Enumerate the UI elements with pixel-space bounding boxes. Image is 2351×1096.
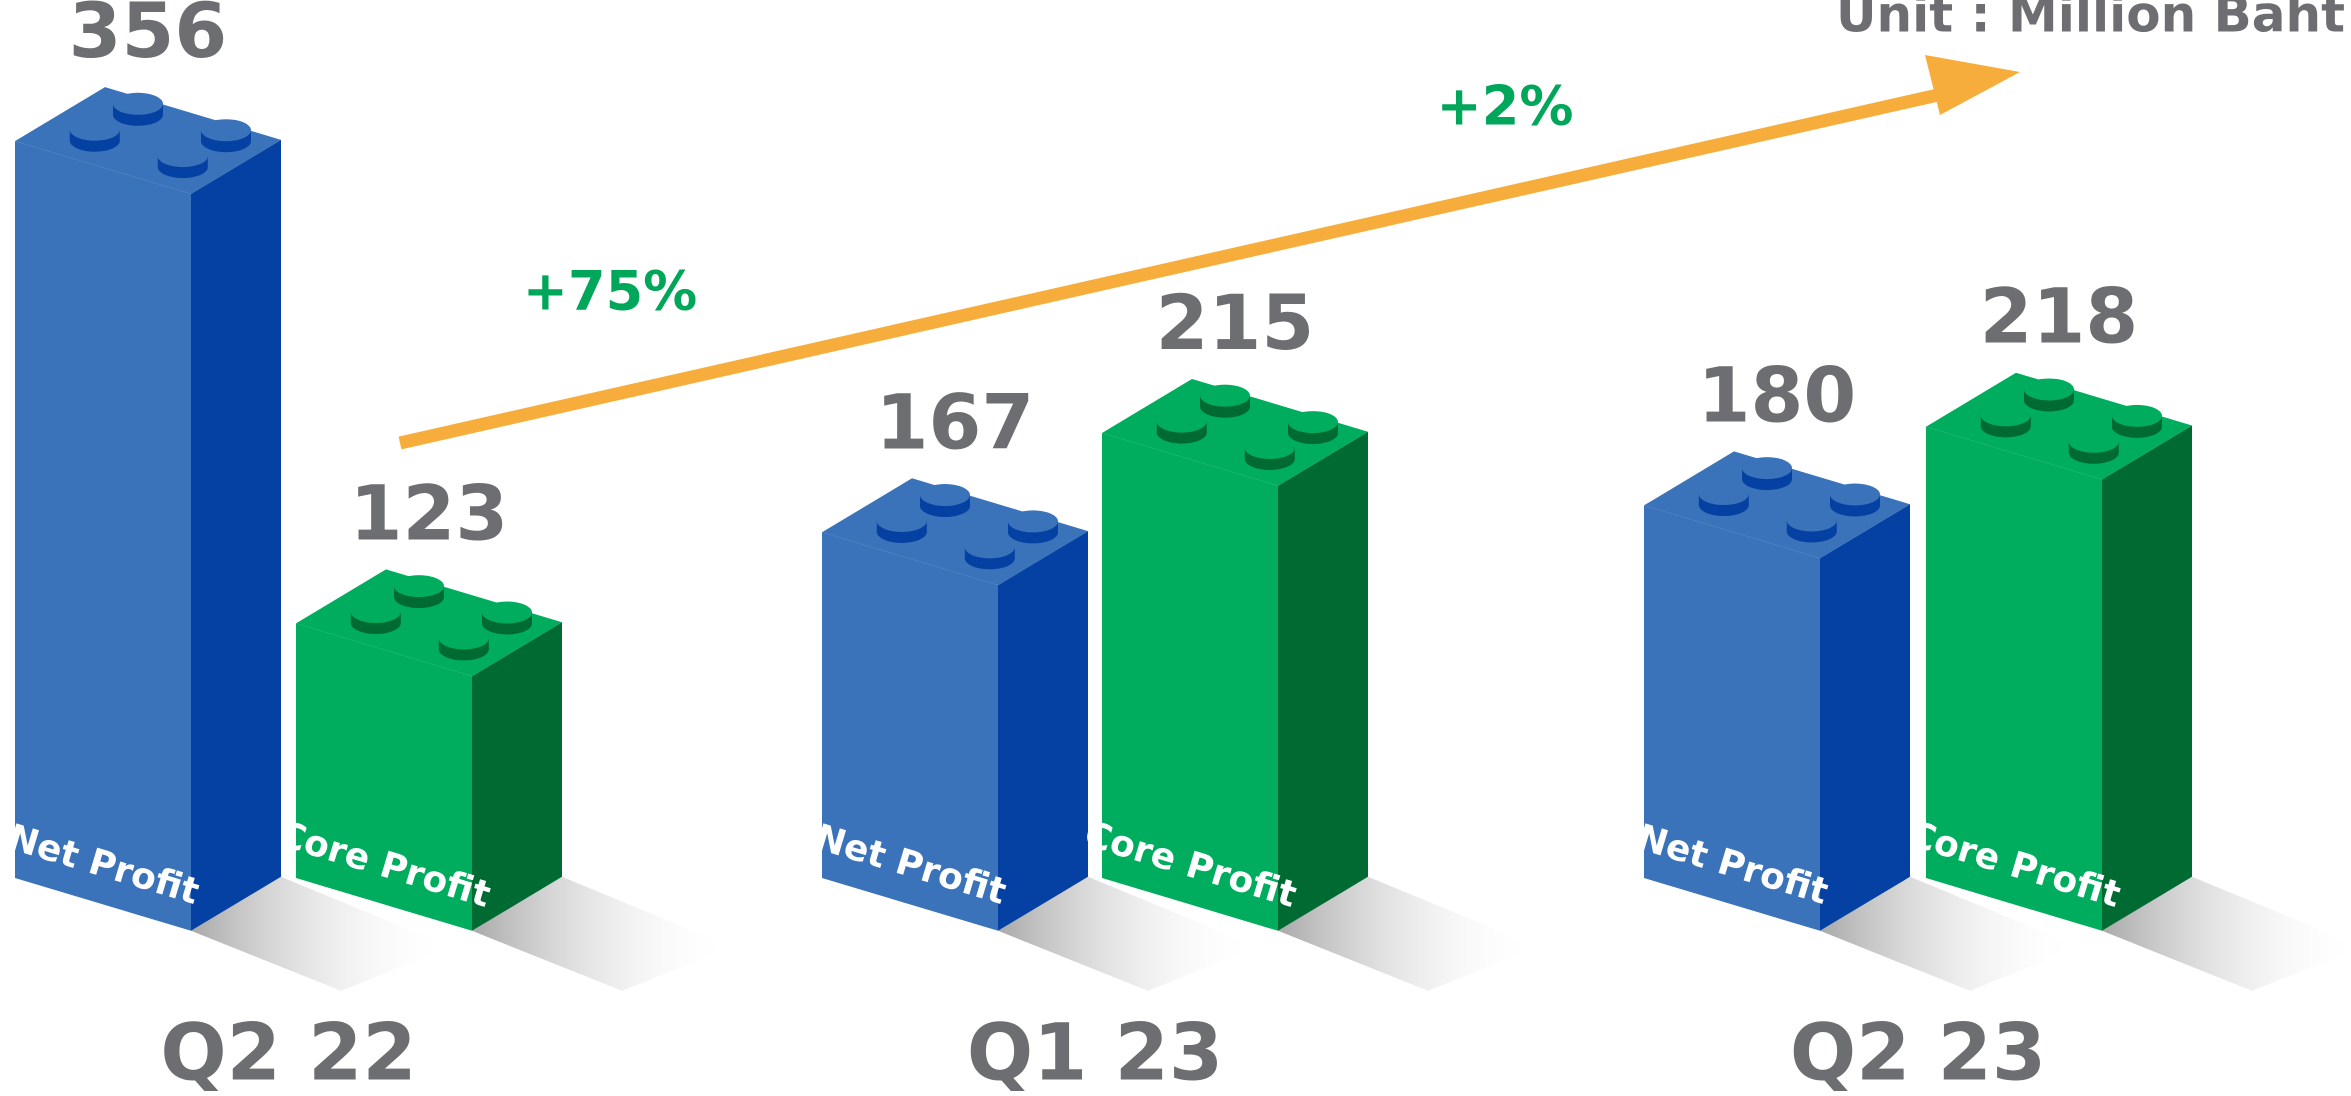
value-label: 167 — [876, 377, 1035, 466]
stud-top — [1699, 483, 1749, 505]
stud-top — [1981, 404, 2031, 426]
stud-top — [113, 93, 163, 115]
stud-top — [920, 484, 970, 506]
bar-side — [2102, 426, 2192, 931]
stud-top — [2069, 431, 2119, 453]
stud-top — [2024, 378, 2074, 400]
stud-top — [158, 145, 208, 167]
trend-arrow-head — [1925, 55, 2020, 115]
value-label: 356 — [69, 0, 228, 75]
stud-top — [1742, 457, 1792, 479]
x-tick-label: Q1 23 — [967, 1008, 1223, 1096]
bar-side — [1820, 504, 1910, 931]
x-tick-label: Q2 23 — [1790, 1008, 2046, 1096]
stud-top — [965, 536, 1015, 558]
bar-side — [191, 140, 281, 931]
stud-top — [1157, 411, 1207, 433]
stud-top — [394, 575, 444, 597]
stud-top — [2112, 405, 2162, 427]
stud-top — [70, 119, 120, 141]
stud-top — [1288, 411, 1338, 433]
value-label: 215 — [1156, 278, 1315, 367]
value-label: 218 — [1980, 272, 2139, 361]
unit-label: Unit : Million Baht — [1836, 0, 2345, 44]
stud-top — [1245, 437, 1295, 459]
value-label: 123 — [350, 468, 509, 557]
stud-top — [1008, 510, 1058, 532]
stud-top — [351, 601, 401, 623]
annotation: +2% — [1437, 75, 1574, 138]
bar — [15, 141, 191, 931]
bar-side — [998, 531, 1088, 931]
bar-side — [1278, 432, 1368, 931]
stud-top — [1830, 484, 1880, 506]
stud-top — [1787, 509, 1837, 531]
x-tick-label: Q2 22 — [160, 1008, 416, 1096]
value-label: 180 — [1698, 350, 1857, 439]
annotation: +75% — [523, 260, 698, 323]
chart: Unit : Million Baht Net Profit356Net Pro… — [0, 0, 2351, 1096]
stud-top — [1200, 385, 1250, 407]
stud-top — [201, 119, 251, 141]
stud-top — [482, 602, 532, 624]
stud-top — [877, 510, 927, 532]
stud-top — [439, 627, 489, 649]
